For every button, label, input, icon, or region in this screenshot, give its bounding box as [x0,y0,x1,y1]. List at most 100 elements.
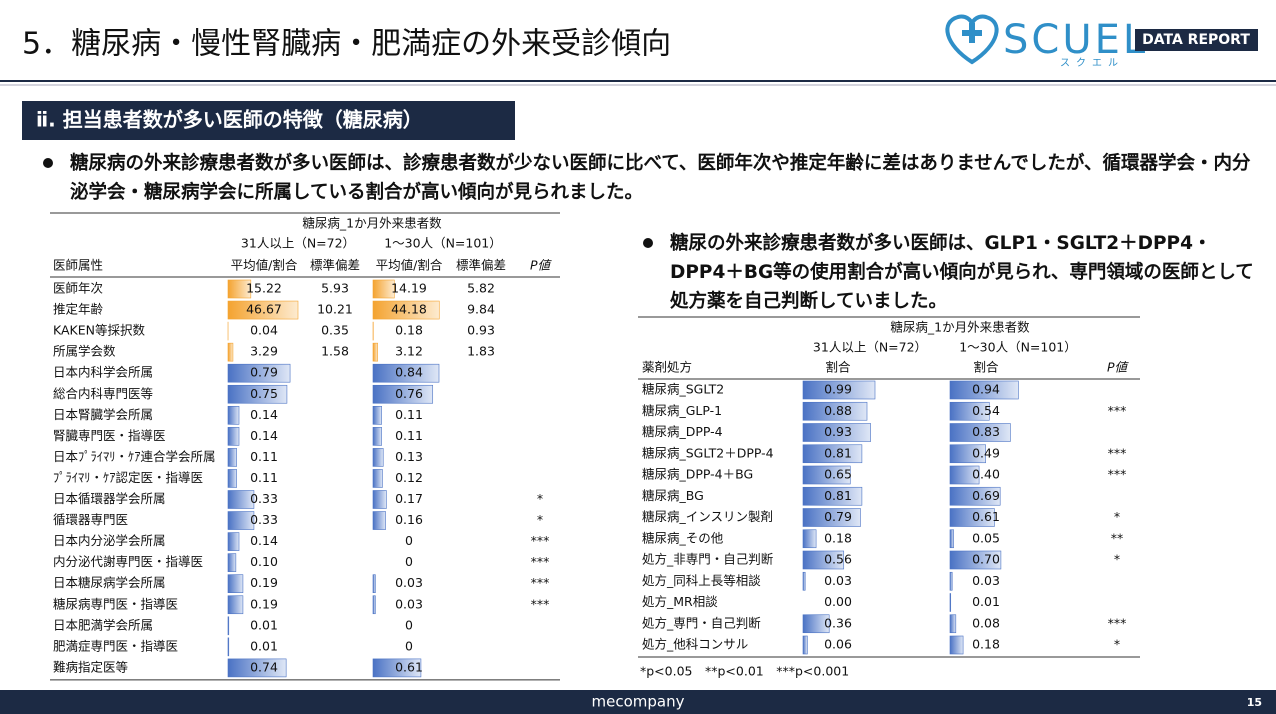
column-header: 割合 [973,360,999,375]
cell: 0.93 [824,424,852,439]
data-bar [227,469,237,488]
cell: 0.03 [395,596,423,611]
cell: 0 [405,533,413,548]
cell: 0.01 [972,594,1000,609]
page-number: 15 [1247,696,1262,709]
data-bar [372,342,378,362]
footnote: *p<0.05 **p<0.01 ***p<0.001 [640,664,849,679]
cell: *** [1108,445,1127,460]
cell: 0.06 [824,637,852,652]
bullet-text: 糖尿病の外来診療患者数が多い医師は、診療患者数が少ない医師に比べて、医師年次や推… [70,153,1251,203]
cell: 0.61 [395,659,423,674]
data-bar [372,469,383,488]
bullet-dot [643,238,653,248]
data-bar [372,574,376,594]
cell: *** [1108,615,1127,630]
column-header: P値 [530,258,553,273]
cell: 3.12 [395,344,423,359]
row-label: 肥満症専門医・指導医 [53,638,178,653]
data-bar [949,571,953,591]
row-label: 処方_非専門・自己判断 [642,552,773,567]
cell: * [1114,637,1120,652]
data-bar [802,465,851,485]
cell: 0.10 [250,554,278,569]
cell: 10.21 [317,302,353,317]
row-label: 循環器専門医 [53,512,128,527]
row-label: KAKEN等採択数 [53,323,145,338]
cell: 0 [405,638,413,653]
cell: 5.93 [321,281,349,296]
cell: 0.70 [972,552,1000,567]
section-box [22,101,515,140]
row-label: 内分泌代謝専門医・指導医 [53,554,203,569]
cell: *** [531,596,550,611]
cell: 0.19 [250,575,278,590]
data-bar [949,465,980,485]
cell: 0.18 [395,323,423,338]
cell: 0.17 [395,491,423,506]
cell: 0.12 [395,470,423,485]
row-label: 難病指定医等 [53,659,128,674]
cell: 0.99 [824,382,852,397]
data-bar [227,490,255,509]
section-title: ⅱ. 担当患者数が多い医師の特徴（糖尿病） [36,108,423,132]
cell: 0.49 [972,445,1000,460]
cell: 0.81 [824,488,852,503]
cell: 0.81 [824,445,852,460]
cell: 0.84 [395,365,423,380]
data-bar [227,511,255,530]
cell: * [1114,509,1120,524]
cell: * [537,491,543,506]
cell: 3.29 [250,344,278,359]
data-bar [802,508,861,527]
cell: 0 [405,617,413,632]
group-label: 31人以上（N=72） [241,236,355,251]
cell: 0.05 [972,530,1000,545]
data-bar [949,486,1001,506]
data-bar [372,427,382,446]
column-header: P値 [1107,360,1130,375]
row-label: 腎臓専門医・指導医 [53,428,166,443]
data-bar [949,401,990,421]
cell: 0.11 [395,407,423,422]
row-label: 日本肥満学会所属 [53,617,153,632]
group-label: 1～30人（N=101） [959,340,1077,355]
column-header: 平均値/割合 [231,258,298,273]
cell: *** [531,575,550,590]
title: 5．糖尿病・慢性腎臓病・肥満症の外来受診傾向 [22,27,671,62]
data-bar [802,380,876,400]
cell: 0.88 [824,403,852,418]
cell: *** [1108,403,1127,418]
data-bar [372,363,440,383]
cell: 0.03 [972,573,1000,588]
cell: 0.65 [824,467,852,482]
data-bar [802,635,808,655]
row-label: ﾌﾟﾗｲﾏﾘ・ｹｱ認定医・指導医 [53,470,203,485]
cell: ** [1111,530,1124,545]
badge-text: DATA REPORT [1142,32,1250,48]
cell: 0.14 [250,428,278,443]
cell: 0.14 [250,407,278,422]
table-caption: 糖尿病_1か月外来患者数 [890,320,1030,335]
cell: 0.16 [395,512,423,527]
row-label: 処方_MR相談 [642,594,718,609]
row-label: 処方_他科コンサル [642,637,748,652]
data-bar [227,405,240,425]
cell: 0.11 [250,470,278,485]
column-header: 薬剤処方 [642,360,692,375]
cell: 5.82 [467,281,495,296]
data-bar [949,529,954,549]
cell: 9.84 [467,302,495,317]
data-bar [227,553,237,572]
row-label: 糖尿病_BG [642,488,704,503]
row-label: 総合内科専門医等 [53,386,153,401]
data-bar [372,300,440,320]
row-label: 糖尿病_DPP-4＋BG [642,467,753,482]
cell: 0.18 [824,530,852,545]
cell: 0.14 [250,533,278,548]
cell: 0.01 [250,638,278,653]
cell: 0.94 [972,382,1000,397]
row-label: 糖尿病_その他 [642,530,724,545]
cell: *** [1108,467,1127,482]
